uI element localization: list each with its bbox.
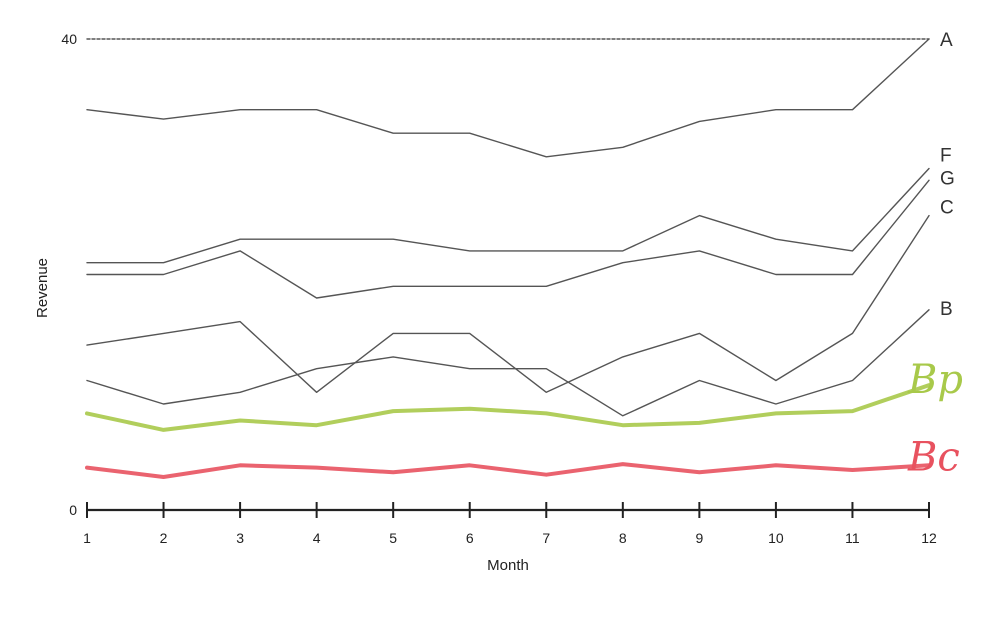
series-label-a: A [940,30,953,51]
series-line-c [86,214,930,393]
series-label-f: F [940,146,952,167]
x-axis-title: Month [487,557,529,574]
series-line-f [86,167,930,264]
x-tick-label: 12 [921,530,937,546]
series-label-g: G [940,168,955,189]
series-line-b [86,309,930,417]
x-tick-label: 9 [695,530,703,546]
x-tick-label: 6 [466,530,474,546]
series-line-bc [85,462,931,479]
series-label-c: C [940,198,954,219]
series-line-unlabeled-1 [86,38,930,158]
series-line-bp [85,383,931,432]
x-tick-label: 7 [542,530,550,546]
y-tick-label: 40 [61,31,77,47]
y-axis-title: Revenue [34,258,51,318]
x-tick-label: 10 [768,530,784,546]
x-tick-label: 1 [83,530,91,546]
series-label-b: B [940,299,953,320]
series-labels-group: A FGC B Bp Bc [907,30,963,480]
x-tick-label: 4 [313,530,321,546]
series-line-g [86,179,930,299]
x-tick-label: 3 [236,530,244,546]
series-label-bc: Bc [907,434,960,480]
x-tick-label: 5 [389,530,397,546]
x-tick-label: 11 [845,530,860,546]
x-tick-label: 2 [160,530,168,546]
series-label-bp: Bp [907,357,963,403]
y-tick-label: 0 [69,502,77,518]
x-tick-label: 8 [619,530,627,546]
series-group [85,38,931,479]
